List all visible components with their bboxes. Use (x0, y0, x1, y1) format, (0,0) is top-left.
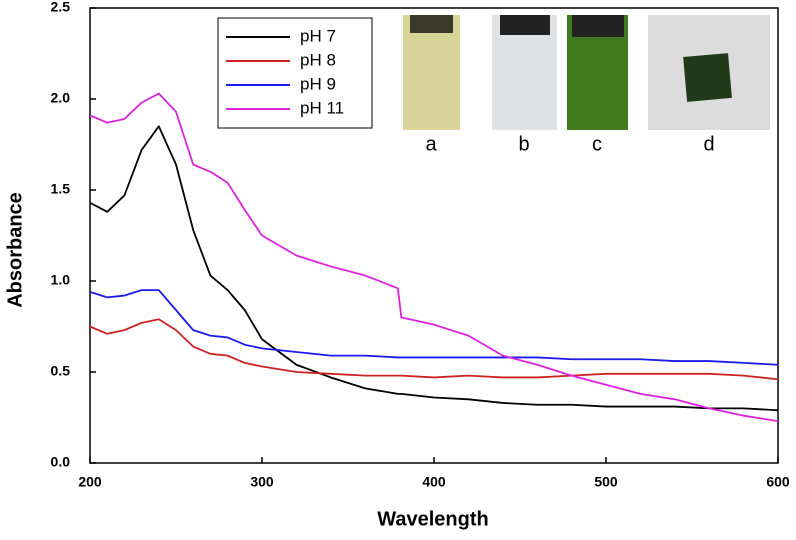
inset-label: b (518, 133, 529, 155)
x-tick-label: 500 (594, 474, 618, 490)
inset-label: a (425, 133, 437, 155)
y-tick-label: 0.0 (51, 454, 71, 470)
x-tick-label: 400 (422, 474, 446, 490)
y-tick-label: 0.5 (51, 363, 71, 379)
legend-label: pH 9 (300, 74, 336, 93)
photo-d-sample (683, 53, 732, 102)
legend-label: pH 11 (300, 98, 344, 117)
legend-box (217, 17, 373, 129)
photo-c-cap (572, 15, 624, 37)
series-line (89, 318, 779, 381)
legend-label: pH 7 (300, 26, 336, 45)
y-axis-title: Absorbance (4, 192, 26, 308)
y-tick-label: 2.5 (51, 0, 71, 15)
series-line (89, 92, 779, 423)
inset-label: c (592, 133, 602, 155)
series-line (89, 125, 779, 412)
legend-label: pH 8 (300, 50, 336, 69)
x-tick-label: 300 (250, 474, 274, 490)
y-tick-label: 1.0 (51, 272, 71, 288)
x-tick-label: 200 (78, 474, 102, 490)
inset-label: d (703, 133, 714, 155)
photo-a-cap (410, 15, 453, 33)
inset-photos (403, 15, 770, 130)
x-axis-title: Wavelength (377, 508, 489, 530)
y-tick-label: 1.5 (51, 181, 71, 197)
series-line (89, 289, 779, 366)
x-tick-label: 600 (766, 474, 790, 490)
photo-a (403, 15, 460, 130)
photo-b-cap (500, 15, 550, 35)
y-tick-label: 2.0 (51, 90, 71, 106)
